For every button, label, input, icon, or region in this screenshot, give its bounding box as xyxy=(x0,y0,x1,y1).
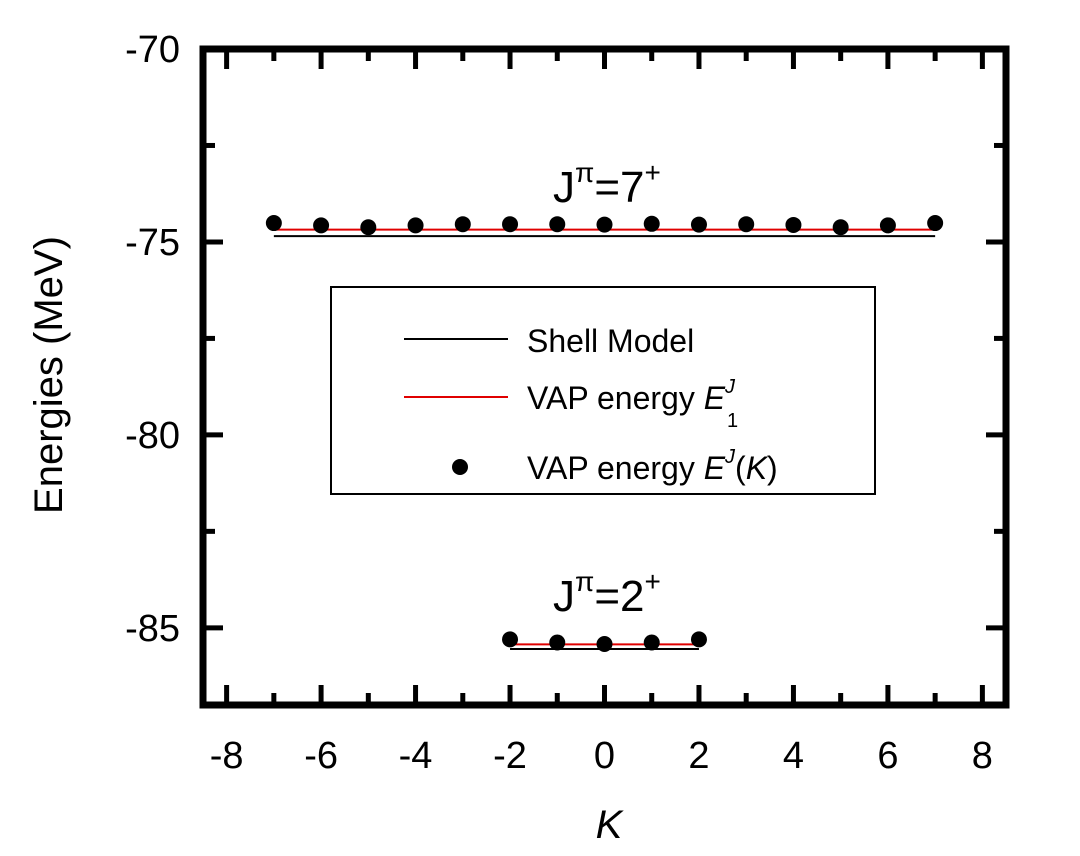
x-tick-label: 8 xyxy=(972,735,993,777)
legend-box xyxy=(330,286,876,495)
vap-energy-point xyxy=(313,217,330,234)
annotation-j2: Jπ=2+ xyxy=(553,566,661,621)
tick-labels: -8 -6 -4 -2 0 2 4 6 8 -85 -80 -75 -70 xyxy=(125,29,993,777)
legend-shell-label: Shell Model xyxy=(527,323,694,359)
vap-energy-point xyxy=(738,216,755,233)
x-tick-label: 4 xyxy=(783,735,804,777)
x-tick-label: -8 xyxy=(210,735,244,777)
vap-energy-point xyxy=(927,215,944,232)
vap-energy-point xyxy=(549,216,566,233)
y-axis-title: Energies (MeV) xyxy=(27,236,71,514)
x-axis-title: K xyxy=(596,803,625,847)
vap-energy-point xyxy=(265,215,282,232)
x-tick-label: -4 xyxy=(399,735,433,777)
annotation-j7: Jπ=7+ xyxy=(553,157,661,212)
vap-energy-point xyxy=(549,634,566,651)
legend-vap-points-label: VAP energy EJ(K) xyxy=(527,446,778,486)
vap-energy-point xyxy=(690,631,707,648)
vap-energy-point xyxy=(596,636,613,653)
y-tick-label: -75 xyxy=(125,222,180,264)
vap-energy-point xyxy=(454,216,471,233)
y-tick-label: -85 xyxy=(125,608,180,650)
x-tick-label: 2 xyxy=(688,735,709,777)
x-tick-label: 0 xyxy=(594,735,615,777)
x-tick-label: -6 xyxy=(304,735,338,777)
legend-vap-point-marker xyxy=(452,459,468,475)
vap-energy-point xyxy=(832,219,849,236)
vap-energy-point xyxy=(502,216,519,233)
y-tick-label: -80 xyxy=(125,415,180,457)
vap-energy-point xyxy=(690,216,707,233)
y-tick-label: -70 xyxy=(125,29,180,71)
vap-energy-point xyxy=(502,631,519,648)
plot-marks xyxy=(265,215,944,653)
vap-energy-point xyxy=(643,215,660,232)
legend: Shell Model VAP energy EJ 1 VAP energy EJ… xyxy=(330,286,876,495)
axis-ticks xyxy=(203,46,1006,705)
vap-energy-point xyxy=(360,219,377,236)
vap-energy-point xyxy=(596,216,613,233)
legend-vap-line-label: VAP energy EJ 1 xyxy=(527,376,738,432)
vap-energy-point xyxy=(785,216,802,233)
vap-energy-point xyxy=(643,634,660,651)
x-tick-label: 6 xyxy=(877,735,898,777)
vap-energy-point xyxy=(407,217,424,234)
vap-energy-point xyxy=(879,217,896,234)
x-tick-label: -2 xyxy=(493,735,527,777)
